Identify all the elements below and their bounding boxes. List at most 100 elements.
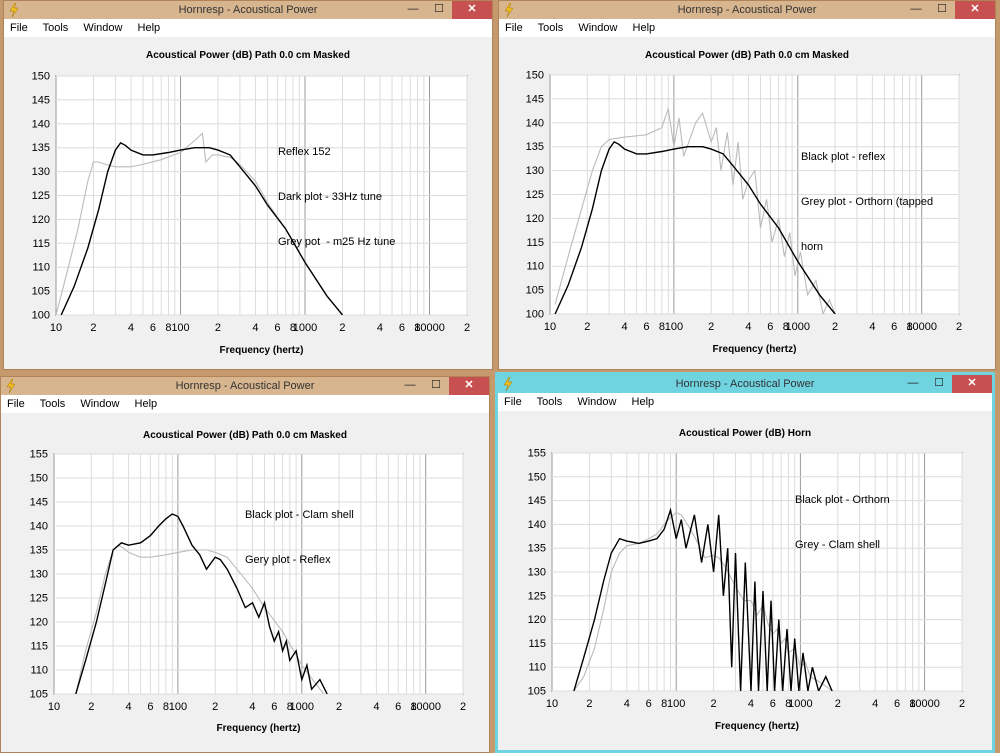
y-tick-label: 110 (32, 262, 50, 274)
x-tick-label: 1000 (290, 701, 314, 713)
maximize-button[interactable]: ☐ (934, 377, 944, 389)
x-tick-label: 8 (659, 321, 665, 333)
y-tick-label: 155 (528, 448, 546, 460)
menu-file[interactable]: File (10, 22, 28, 34)
menu-window[interactable]: Window (577, 396, 617, 408)
x-tick-label: 6 (399, 322, 405, 334)
window-orthorn-vs-clam-shell: Hornresp - Acoustical Power — ☐ ✕ File T… (495, 372, 995, 753)
menu-help[interactable]: Help (632, 22, 656, 34)
x-tick-label: 8 (411, 701, 417, 713)
annotation: Black plot - reflex Grey plot - Orthorn … (801, 120, 933, 285)
close-button[interactable]: ✕ (952, 375, 992, 393)
menu-help[interactable]: Help (134, 398, 158, 410)
window-reflex-152: Hornresp - Acoustical Power — ☐ ✕ File T… (3, 0, 493, 370)
title-bar[interactable]: Hornresp - Acoustical Power — ☐ ✕ (4, 1, 492, 19)
x-tick-label: 10 (50, 322, 62, 334)
menu-window[interactable]: Window (83, 22, 123, 34)
x-tick-label: 100 (665, 321, 683, 333)
x-tick-label: 2 (959, 698, 965, 710)
y-tick-label: 130 (32, 166, 50, 178)
chart-title: Acoustical Power (dB) Path 0.0 cm Masked (143, 430, 347, 441)
x-tick-label: 6 (150, 322, 156, 334)
x-tick-label: 2 (956, 321, 962, 333)
x-tick-label: 2 (835, 698, 841, 710)
minimize-button[interactable]: — (910, 3, 922, 15)
y-tick-label: 150 (30, 473, 48, 485)
x-tick-label: 10000 (410, 701, 441, 713)
y-tick-label: 135 (528, 543, 546, 555)
x-tick-label: 4 (872, 698, 878, 710)
x-tick-label: 4 (869, 321, 875, 333)
menu-file[interactable]: File (7, 398, 25, 410)
x-tick-label: 2 (708, 321, 714, 333)
x-tick-label: 100 (171, 322, 189, 334)
x-axis-label: Frequency (hertz) (216, 723, 301, 734)
y-tick-label: 150 (528, 471, 546, 483)
x-tick-label: 4 (126, 701, 132, 713)
window-title: Hornresp - Acoustical Power (677, 4, 817, 16)
menu-window[interactable]: Window (578, 22, 618, 34)
y-tick-label: 135 (526, 141, 544, 153)
maximize-button[interactable]: ☐ (937, 3, 947, 15)
y-tick-label: 115 (32, 238, 50, 250)
menu-tools[interactable]: Tools (536, 396, 563, 408)
chart-title: Acoustical Power (dB) Horn (678, 428, 812, 439)
series-line (75, 544, 325, 694)
maximize-button[interactable]: ☐ (434, 3, 444, 15)
y-tick-label: 120 (526, 213, 544, 225)
x-tick-label: 8 (783, 321, 789, 333)
x-tick-label: 2 (584, 321, 590, 333)
x-tick-label: 10 (48, 701, 60, 713)
close-button[interactable]: ✕ (955, 1, 995, 19)
x-axis-label: Frequency (hertz) (712, 344, 797, 355)
menu-bar: File Tools Window Help (1, 395, 489, 413)
annotation-line: Gery plot - Reflex (245, 554, 331, 566)
y-tick-label: 130 (528, 567, 546, 579)
x-tick-label: 1000 (293, 322, 317, 334)
title-bar[interactable]: Hornresp - Acoustical Power — ☐ ✕ (499, 1, 995, 19)
annotation-line: Reflex 152 (278, 146, 331, 158)
x-tick-label: 2 (90, 322, 96, 334)
menu-tools[interactable]: Tools (39, 398, 66, 410)
y-tick-label: 140 (528, 519, 546, 531)
menu-file[interactable]: File (504, 396, 522, 408)
title-bar[interactable]: Hornresp - Acoustical Power — ☐ ✕ (1, 377, 489, 395)
annotation-line: Black plot - Orthorn (795, 494, 890, 506)
y-tick-label: 125 (32, 190, 50, 202)
menu-help[interactable]: Help (137, 22, 161, 34)
menu-tools[interactable]: Tools (42, 22, 69, 34)
y-tick-label: 135 (32, 142, 50, 154)
title-bar[interactable]: Hornresp - Acoustical Power — ☐ ✕ (498, 375, 992, 393)
x-tick-label: 4 (622, 321, 628, 333)
x-tick-label: 10000 (414, 322, 445, 334)
menu-window[interactable]: Window (80, 398, 120, 410)
x-tick-label: 8 (661, 698, 667, 710)
maximize-button[interactable]: ☐ (431, 379, 441, 391)
x-tick-label: 6 (894, 698, 900, 710)
x-tick-label: 8 (414, 322, 420, 334)
y-tick-label: 110 (30, 665, 48, 677)
y-tick-label: 140 (32, 118, 50, 130)
x-tick-label: 2 (586, 698, 592, 710)
minimize-button[interactable]: — (404, 379, 416, 391)
y-tick-label: 145 (32, 94, 50, 106)
menu-bar: File Tools Window Help (498, 393, 992, 411)
x-tick-label: 8 (287, 701, 293, 713)
minimize-button[interactable]: — (407, 3, 419, 15)
annotation: Reflex 152 Dark plot - 33Hz tune Grey po… (278, 115, 395, 280)
minimize-button[interactable]: — (907, 377, 919, 389)
lightning-app-icon (504, 3, 514, 17)
x-tick-label: 8 (910, 698, 916, 710)
close-button[interactable]: ✕ (452, 1, 492, 19)
close-button[interactable]: ✕ (449, 377, 489, 395)
series-line (60, 142, 344, 315)
menu-tools[interactable]: Tools (537, 22, 564, 34)
menu-help[interactable]: Help (631, 396, 655, 408)
series-line (56, 132, 343, 315)
y-tick-label: 150 (526, 70, 544, 82)
x-tick-label: 4 (624, 698, 630, 710)
menu-file[interactable]: File (505, 22, 523, 34)
series-line (554, 141, 836, 314)
